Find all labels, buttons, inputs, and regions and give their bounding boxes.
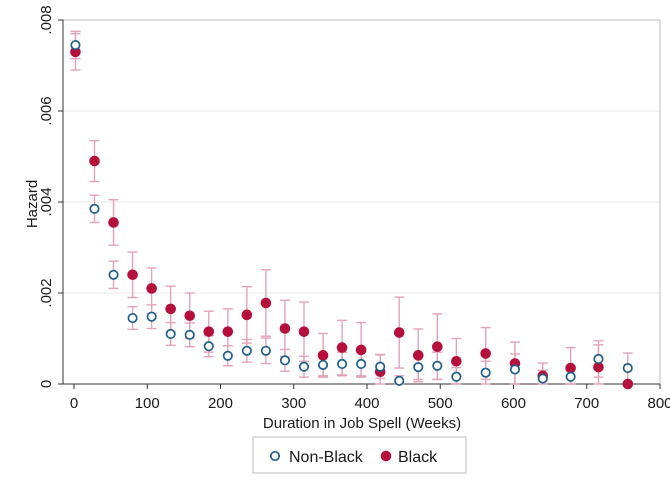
marker-nonblack (317, 359, 329, 370)
marker-nonblack (203, 341, 214, 352)
marker-nonblack (337, 358, 348, 370)
x-axis-title: Duration in Job Spell (Weeks) (263, 415, 461, 432)
marker-black (593, 361, 604, 373)
y-tick-label: .008 (38, 5, 55, 34)
marker-nonblack (565, 371, 576, 382)
marker-nonblack (89, 203, 100, 214)
marker-nonblack (70, 39, 81, 51)
marker-black (298, 326, 310, 337)
legend-marker-black (380, 450, 392, 462)
marker-nonblack (356, 358, 367, 370)
x-tick-label: 800 (647, 395, 670, 412)
x-tick-label: 600 (501, 395, 526, 412)
marker-nonblack (394, 375, 405, 386)
marker-black (184, 310, 196, 322)
y-tick-label: .002 (38, 278, 55, 307)
marker-nonblack (127, 312, 138, 324)
y-tick-label: .004 (38, 187, 55, 216)
marker-nonblack (279, 355, 291, 366)
marker-black (279, 323, 291, 334)
marker-nonblack (593, 353, 604, 365)
data-markers (70, 39, 634, 390)
marker-nonblack (241, 345, 252, 356)
marker-nonblack (165, 328, 176, 339)
marker-black (432, 341, 443, 352)
marker-black (260, 297, 272, 309)
marker-black (480, 348, 491, 359)
marker-black (222, 326, 234, 337)
x-tick-label: 0 (70, 395, 78, 412)
x-tick-label: 200 (208, 395, 233, 412)
legend-label-nonblack: Non-Black (289, 449, 364, 466)
marker-black (203, 326, 215, 337)
legend-box (252, 436, 467, 474)
legend-label-black: Black (398, 449, 438, 466)
legend: Non-Black Black (252, 436, 467, 474)
marker-nonblack (480, 367, 491, 378)
marker-black (89, 155, 100, 167)
marker-nonblack (375, 361, 386, 372)
marker-black (127, 269, 138, 281)
legend-marker-nonblack (269, 450, 281, 462)
marker-black (317, 350, 329, 361)
x-tick-label: 300 (281, 395, 306, 412)
marker-black (241, 309, 253, 321)
marker-black (108, 217, 119, 228)
marker-nonblack (184, 329, 195, 340)
marker-black (355, 344, 367, 356)
marker-nonblack (108, 269, 119, 280)
x-tick-label: 400 (354, 395, 379, 412)
marker-nonblack (298, 361, 310, 372)
marker-nonblack (622, 363, 633, 374)
marker-nonblack (509, 364, 521, 375)
marker-nonblack (413, 362, 424, 373)
x-tick-label: 700 (574, 395, 599, 412)
marker-nonblack (260, 345, 271, 356)
marker-black (622, 378, 634, 390)
marker-black (336, 342, 348, 353)
x-tick-label: 100 (135, 395, 160, 412)
marker-black (451, 355, 462, 367)
marker-black (565, 362, 576, 374)
marker-black (146, 283, 157, 294)
marker-nonblack (222, 350, 233, 361)
marker-black (412, 350, 424, 361)
marker-nonblack (432, 360, 443, 371)
x-tick-label: 500 (428, 395, 453, 412)
y-axis-title: Hazard (24, 180, 41, 228)
marker-black (165, 303, 176, 315)
y-tick-label: 0 (38, 380, 55, 388)
marker-nonblack (146, 311, 157, 322)
marker-nonblack (451, 371, 462, 382)
marker-black (393, 327, 405, 338)
axes: 0 .002 .004 .006 .008 0 100 200 300 400 500 600 700 8… (38, 5, 670, 412)
y-tick-label: .006 (38, 96, 55, 125)
marker-nonblack (537, 373, 548, 384)
